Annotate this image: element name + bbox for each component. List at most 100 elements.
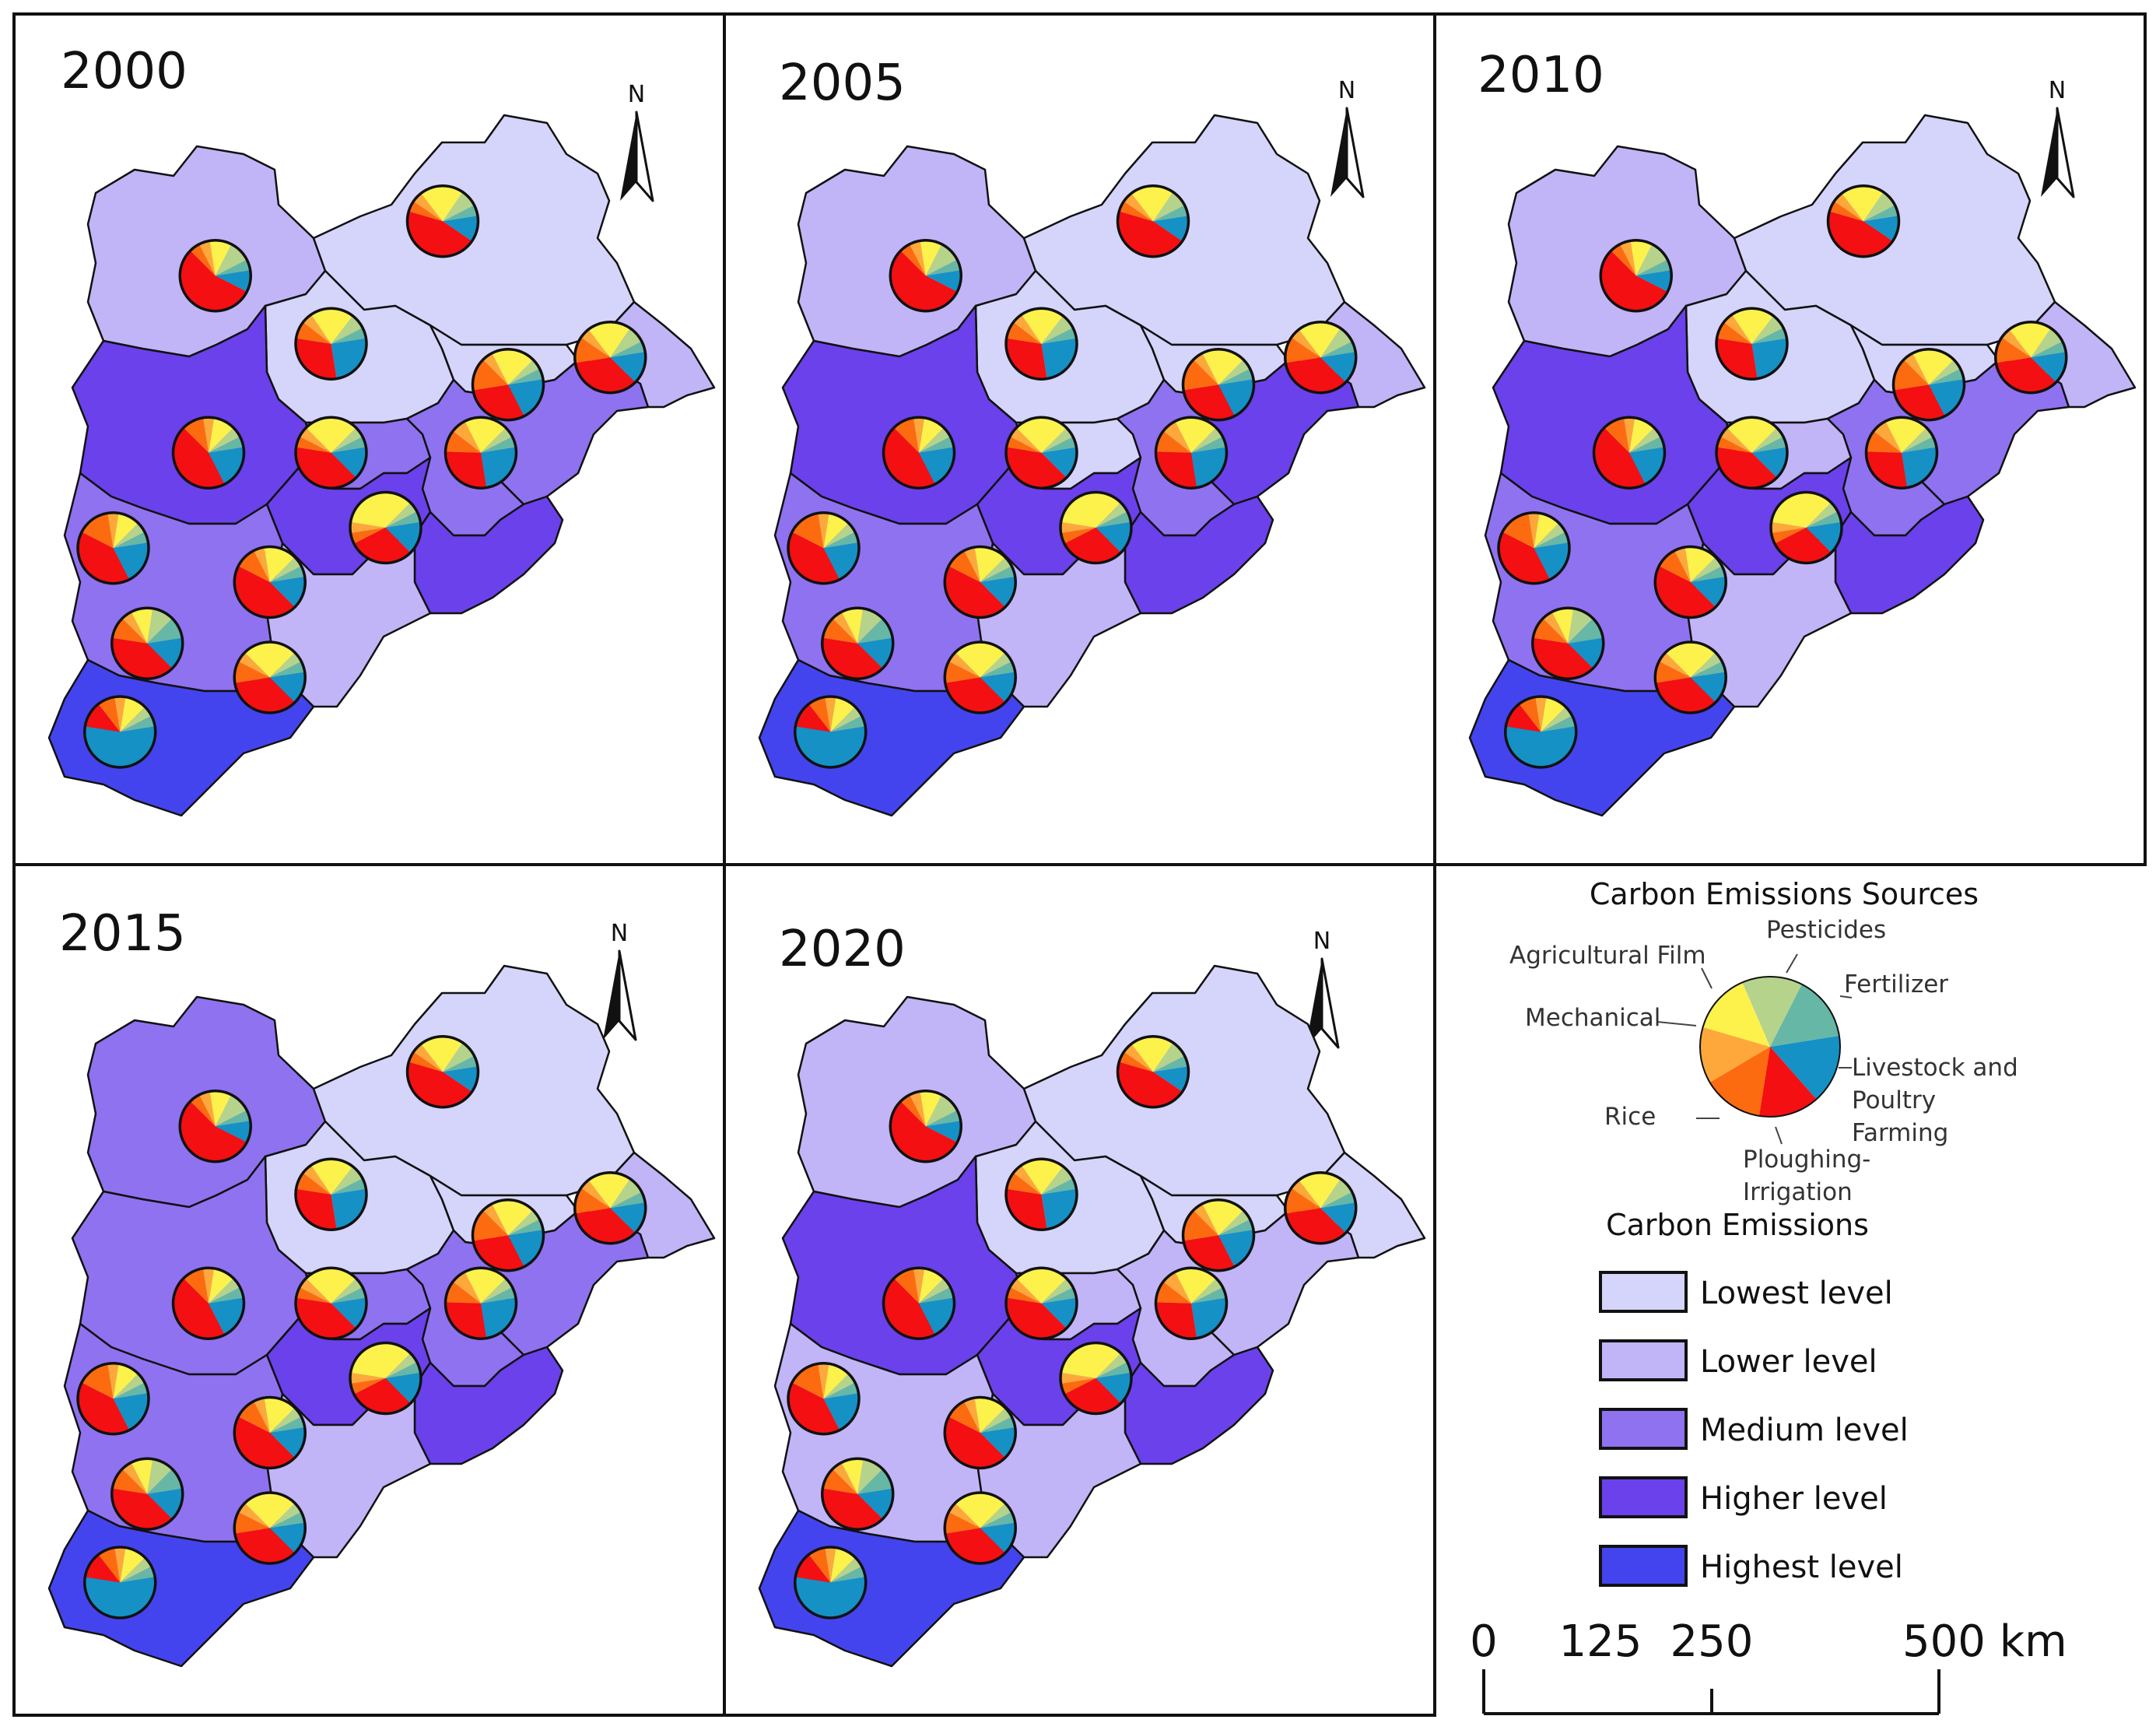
pie-slice-rice [202, 1268, 215, 1304]
pie-slice-ploughing [350, 528, 386, 544]
pie-slice-pesticides [1218, 368, 1253, 385]
pie-slice-rice [1903, 353, 1929, 385]
pie-slice-rice [254, 1398, 270, 1433]
source-pie [821, 606, 895, 680]
pie-outline [1116, 184, 1190, 258]
pie-slice-ploughing [238, 550, 270, 582]
pie-slice-mechanical [1541, 697, 1566, 732]
pie-slice-pesticides [1096, 511, 1131, 528]
pie-slice-livestock [945, 1416, 1005, 1469]
pie-slice-ploughing [808, 697, 831, 732]
pie-slice-rice [910, 240, 926, 276]
pie-slice-rice [303, 314, 331, 344]
pie-slice-rice [964, 1398, 980, 1433]
source-pie [943, 640, 1017, 714]
pie-slice-livestock [445, 451, 487, 489]
pie-slice-livestock [1006, 1297, 1067, 1339]
pie-slice-film [443, 1042, 475, 1072]
legend-level-medium: Medium level [1599, 1408, 1909, 1450]
panel-year-label: 2005 [779, 54, 906, 112]
pie-slice-livestock [1593, 427, 1646, 489]
north-arrow-icon [2039, 107, 2075, 198]
pie-slice-rice [1163, 1272, 1191, 1304]
pie-slice-livestock [1828, 211, 1893, 257]
pie-slice-ploughing [945, 1511, 980, 1534]
source-pie [443, 416, 518, 490]
pie-slice-livestock [234, 1528, 295, 1563]
north-label: N [1313, 928, 1330, 955]
pie-slice-mechanical [919, 417, 945, 453]
pie-outline [76, 1362, 150, 1436]
north-label: N [1338, 77, 1355, 104]
pie-slice-mechanical [588, 1172, 630, 1209]
pie-slice-livestock [1655, 566, 1716, 618]
pie-slice-film [1635, 244, 1668, 276]
pie-layer [76, 184, 647, 769]
pie-slice-fertilizer [1191, 447, 1227, 488]
scale-tick-250: 250 [1670, 1616, 1754, 1667]
pie-slice-ploughing [574, 337, 611, 363]
pie-slice-pesticides [1041, 1287, 1077, 1304]
pie-slice-pesticides [1320, 341, 1356, 358]
pie-slice-fertilizer [443, 216, 479, 241]
pie-slice-ploughing [900, 244, 926, 276]
pie-slice-rice [350, 521, 386, 534]
scale-tick-0: 0 [1470, 1616, 1498, 1667]
pie-slice-film [481, 427, 513, 453]
pie-slice-livestock [353, 1378, 411, 1414]
pie-slice-fertilizer [481, 1297, 517, 1339]
pie-slice-mechanical [421, 185, 463, 222]
pie-slice-rice [1163, 421, 1191, 453]
legend-level-highest: Highest level [1599, 1545, 1903, 1587]
pie-slice-film [2031, 328, 2063, 358]
pie-slice-rice [1124, 193, 1153, 222]
pie-slice-mechanical [1629, 417, 1655, 453]
pie-outline [233, 640, 307, 714]
pie-slice-ploughing [1119, 201, 1153, 222]
pie-outline [1116, 1035, 1190, 1109]
source-pie [294, 1266, 368, 1340]
source-pie [76, 511, 150, 585]
pie-outline [1653, 640, 1727, 714]
pie-slice-fertilizer [610, 352, 646, 383]
pie-outline [1004, 307, 1078, 381]
pie-slice-mechanical [209, 417, 234, 453]
pie-slice-pesticides [857, 1469, 893, 1494]
source-pie [233, 1491, 307, 1565]
pie-slice-rice [2001, 329, 2032, 358]
pie-slice-film [1041, 427, 1074, 453]
pie-slice-pesticides [215, 1110, 251, 1127]
pie-outline [294, 1266, 368, 1340]
legend-swatch [1599, 1271, 1688, 1313]
pie-slice-livestock [78, 1382, 130, 1434]
pie-slice-mechanical [113, 1363, 138, 1399]
source-pie [1994, 321, 2068, 395]
pie-slice-mechanical [306, 417, 356, 453]
source-label-ploughing-line1: Ploughing- [1743, 1146, 1870, 1174]
pie-slice-fertilizer [147, 1488, 183, 1519]
pie-slice-mechanical [120, 1547, 145, 1583]
pie-slice-mechanical [1175, 417, 1217, 453]
pie-slice-pesticides [147, 1469, 183, 1494]
pie-slice-livestock [788, 1382, 840, 1434]
north-arrow-icon [601, 949, 637, 1041]
pie-slice-rice [350, 1372, 386, 1384]
pie-slice-fertilizer [1096, 521, 1131, 553]
pie-slice-ploughing [1285, 1188, 1321, 1214]
pie-slice-livestock [1006, 1188, 1047, 1230]
pie-slice-livestock [407, 1062, 472, 1107]
pie-slice-livestock [890, 1101, 958, 1162]
pie-slice-pesticides [113, 532, 149, 549]
map-region [1314, 300, 1426, 409]
pie-slice-livestock [445, 1302, 487, 1339]
pie-slice-film [1751, 315, 1784, 344]
source-pie [889, 1090, 962, 1163]
pie-outline [294, 307, 368, 381]
pie-outline [110, 1457, 184, 1531]
pie-slice-rice [1124, 1044, 1153, 1072]
pie-slice-film [1218, 360, 1250, 385]
pie-slice-rice [413, 1044, 443, 1072]
pie-slice-pesticides [980, 1416, 1015, 1433]
pie-outline [1715, 307, 1789, 381]
pie-slice-ploughing [112, 1469, 148, 1494]
